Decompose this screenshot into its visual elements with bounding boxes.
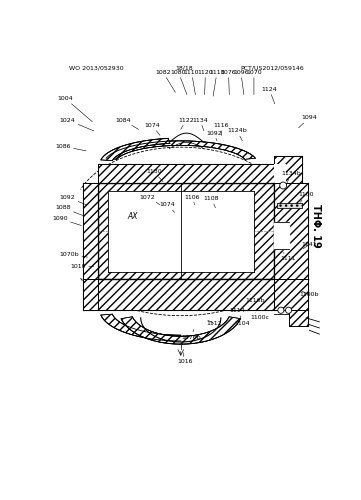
Bar xyxy=(274,183,308,280)
Text: 1074: 1074 xyxy=(144,123,160,136)
Text: 1072: 1072 xyxy=(140,194,160,205)
Polygon shape xyxy=(101,314,181,341)
Polygon shape xyxy=(121,316,240,344)
Bar xyxy=(274,222,288,248)
Bar xyxy=(83,280,99,310)
Bar xyxy=(83,183,99,280)
Text: 1092: 1092 xyxy=(206,130,222,141)
Text: 1084: 1084 xyxy=(115,118,138,130)
Text: 1141: 1141 xyxy=(301,242,317,248)
Text: 1114: 1114 xyxy=(229,305,245,313)
Text: 1100b: 1100b xyxy=(300,291,319,298)
Bar xyxy=(99,183,274,280)
Bar xyxy=(83,280,99,310)
Text: 1076b: 1076b xyxy=(181,330,201,340)
Text: 1130: 1130 xyxy=(146,169,163,181)
Bar xyxy=(274,164,286,183)
Circle shape xyxy=(280,182,287,189)
Text: ΤНΦ. 19: ΤНΦ. 19 xyxy=(310,204,321,248)
Text: 1118: 1118 xyxy=(209,70,225,96)
Bar xyxy=(108,191,254,272)
Text: 1080: 1080 xyxy=(171,70,187,94)
Text: 1088: 1088 xyxy=(55,206,83,216)
Bar xyxy=(99,164,274,183)
Bar xyxy=(274,156,302,206)
Text: 1124b: 1124b xyxy=(227,128,247,141)
Bar xyxy=(274,280,308,310)
Text: 1100: 1100 xyxy=(299,192,314,202)
Text: 1092: 1092 xyxy=(60,194,86,205)
Text: 1134: 1134 xyxy=(192,118,208,131)
Text: 1096: 1096 xyxy=(233,70,249,94)
Text: 18/18: 18/18 xyxy=(176,66,193,70)
Polygon shape xyxy=(106,141,255,160)
Text: 1094: 1094 xyxy=(299,116,317,128)
Text: 1106: 1106 xyxy=(184,194,200,205)
Text: 1010: 1010 xyxy=(71,264,94,269)
Bar xyxy=(288,310,308,326)
Bar xyxy=(277,203,302,208)
Text: 1110: 1110 xyxy=(184,70,199,94)
Bar xyxy=(274,280,308,310)
Text: 1111: 1111 xyxy=(281,252,296,261)
Text: 1086: 1086 xyxy=(55,144,86,151)
Text: WO 2013/052930: WO 2013/052930 xyxy=(69,66,124,70)
Bar xyxy=(99,164,274,183)
Bar xyxy=(274,183,308,280)
Bar xyxy=(274,156,302,206)
Text: 1116: 1116 xyxy=(214,123,229,136)
Text: 1112: 1112 xyxy=(206,320,222,326)
Text: 1074: 1074 xyxy=(160,202,175,212)
Circle shape xyxy=(286,307,292,314)
Text: 1100c: 1100c xyxy=(251,312,270,320)
Text: AX: AX xyxy=(127,212,138,221)
Text: 1082: 1082 xyxy=(155,70,175,92)
Text: 1122: 1122 xyxy=(178,118,194,130)
Bar xyxy=(99,280,274,310)
Text: 1070: 1070 xyxy=(246,70,262,94)
Text: 1134b: 1134b xyxy=(281,172,301,184)
Bar xyxy=(99,280,274,310)
Text: 1120: 1120 xyxy=(197,70,213,94)
Circle shape xyxy=(278,307,284,314)
Text: PCT/US2012/059146: PCT/US2012/059146 xyxy=(240,66,304,70)
Bar xyxy=(277,203,302,208)
Text: 1108: 1108 xyxy=(204,196,219,208)
Text: 1090: 1090 xyxy=(52,216,82,226)
Text: 1070b: 1070b xyxy=(59,252,88,257)
Text: 1104: 1104 xyxy=(235,316,250,326)
Bar xyxy=(99,183,274,280)
Text: 1116b: 1116b xyxy=(246,295,265,302)
Text: 1076: 1076 xyxy=(221,70,236,94)
Polygon shape xyxy=(101,138,170,160)
Bar xyxy=(288,310,308,326)
Text: 1124: 1124 xyxy=(261,87,277,104)
Text: 1016: 1016 xyxy=(177,352,192,364)
Text: 1004: 1004 xyxy=(57,96,92,122)
Text: 1024: 1024 xyxy=(60,118,94,131)
Bar xyxy=(83,183,99,280)
